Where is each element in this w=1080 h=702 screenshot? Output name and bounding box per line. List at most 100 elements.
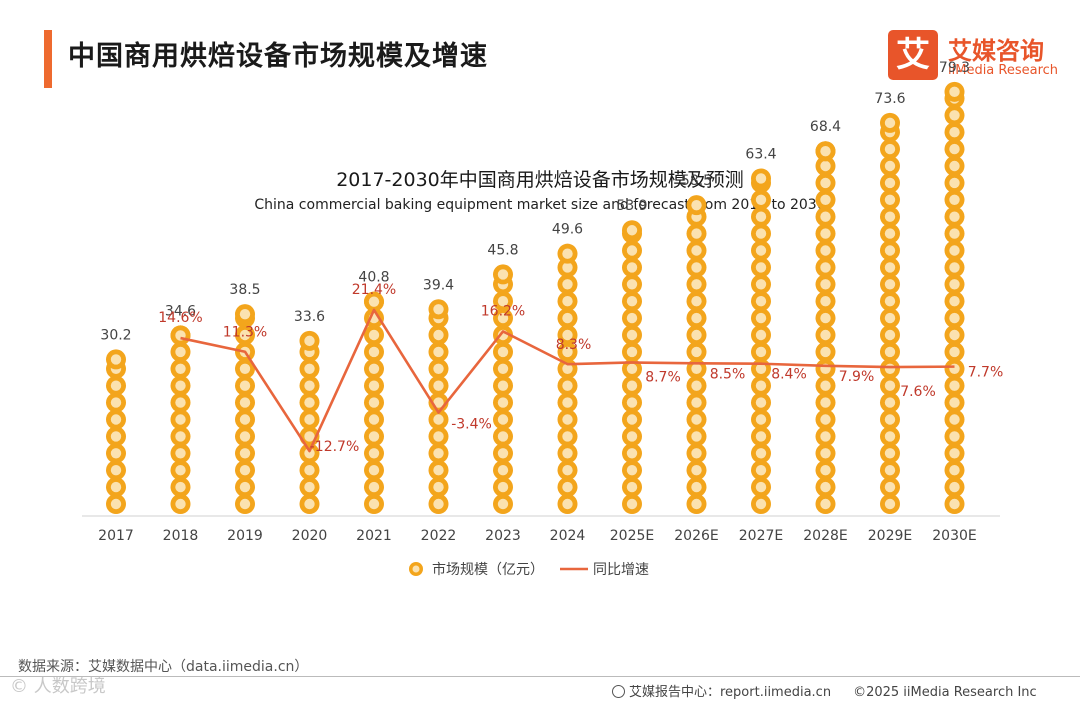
coin-face-icon [497, 397, 509, 408]
coin-face-icon [884, 312, 896, 324]
coin-face-icon [626, 225, 638, 236]
coin-face-icon [949, 448, 960, 459]
bar-2026E [686, 195, 707, 514]
coin-face-icon [884, 329, 896, 341]
coin-face-icon [820, 346, 831, 358]
coin-face-icon [820, 262, 831, 273]
bar-2027E [751, 168, 771, 514]
coin-face-icon [626, 296, 638, 307]
coin-face-icon [820, 397, 831, 408]
coin-face-icon [239, 308, 251, 320]
coin-face-icon [626, 262, 638, 273]
coin-face-icon [239, 448, 251, 459]
x-tick-label: 2028E [803, 528, 847, 544]
coin-face-icon [110, 414, 122, 425]
growth-rate-line [180, 308, 955, 453]
x-tick-label: 2025E [610, 528, 654, 544]
coin-face-icon [884, 143, 896, 155]
bar-2021 [364, 291, 384, 514]
coin-face-icon [433, 498, 444, 510]
bar-2028E [815, 141, 836, 514]
coin-face-icon [110, 397, 122, 408]
coin-face-icon [949, 414, 960, 425]
bar-2018 [170, 325, 191, 514]
coin-face-icon [562, 448, 573, 459]
coin-face-icon [755, 211, 767, 222]
coin-face-icon [949, 465, 960, 476]
coin-face-icon [368, 363, 380, 374]
coin-face-icon [110, 354, 122, 365]
coin-face-icon [820, 431, 831, 442]
coin-face-icon [368, 448, 380, 459]
coin-face-icon [562, 312, 573, 324]
coin-face-icon [755, 173, 767, 184]
coin-face-icon [626, 329, 638, 341]
growth-rate-label: 8.4% [771, 367, 807, 383]
coin-face-icon [949, 346, 960, 358]
coin-face-icon [304, 498, 315, 510]
coin-face-icon [691, 397, 702, 408]
x-tick-label: 2019 [227, 528, 263, 544]
coin-face-icon [884, 414, 896, 425]
bar-2020 [299, 330, 320, 514]
coin-face-icon [497, 312, 509, 324]
coin-face-icon [626, 414, 638, 425]
coin-face-icon [820, 465, 831, 476]
coin-face-icon [884, 194, 896, 205]
coin-face-icon [110, 481, 122, 493]
coin-face-icon [239, 397, 251, 408]
coin-face-icon [175, 380, 186, 391]
coin-face-icon [949, 296, 960, 307]
coin-face-icon [433, 363, 444, 374]
growth-rate-label: -3.4% [451, 417, 492, 433]
coin-face-icon [175, 448, 186, 459]
coin-face-icon [562, 363, 573, 374]
bar-value-label: 45.8 [487, 242, 518, 258]
coin-face-icon [949, 363, 960, 374]
coin-face-icon [820, 245, 831, 256]
coin-face-icon [433, 481, 444, 493]
bar-value-label: 68.4 [810, 119, 841, 135]
coin-face-icon [755, 498, 767, 510]
coin-face-icon [497, 269, 509, 280]
bar-value-label: 39.4 [423, 277, 454, 293]
footer-credits: 艾媒报告中心：report.iimedia.cn ©2025 iiMedia Re… [612, 681, 1037, 700]
coin-face-icon [239, 481, 251, 493]
coin-face-icon [949, 380, 960, 391]
coin-face-icon [949, 329, 960, 341]
x-tick-label: 2024 [550, 528, 586, 544]
logo-mark: 艾 [888, 30, 938, 80]
coin-face-icon [175, 481, 186, 493]
coin-face-icon [755, 481, 767, 493]
coin-face-icon [949, 127, 960, 138]
coin-face-icon [626, 397, 638, 408]
coin-face-icon [626, 481, 638, 493]
coin-face-icon [626, 431, 638, 442]
bar-2029E [880, 112, 900, 514]
coin-face-icon [691, 380, 702, 391]
bar-2024 [557, 243, 578, 514]
coin-face-icon [562, 346, 573, 358]
coin-face-icon [497, 296, 509, 307]
market-size-chart: 30.2 2017 34.6 2018 38.5 2019 33.6 2020 40.8 2021… [82, 60, 1003, 578]
coin-face-icon [884, 228, 896, 239]
x-tick-label: 2030E [932, 528, 976, 544]
coin-face-icon [949, 245, 960, 256]
coin-face-icon [884, 177, 896, 189]
coin-face-icon [497, 448, 509, 459]
coin-face-icon [884, 363, 896, 374]
coin-face-icon [562, 329, 573, 341]
coin-face-icon [368, 296, 380, 307]
coin-face-icon [626, 312, 638, 324]
coin-face-icon [368, 414, 380, 425]
coin-face-icon [368, 498, 380, 510]
coin-face-icon [691, 363, 702, 374]
title-accent-bar [44, 30, 52, 88]
coin-face-icon [626, 279, 638, 290]
growth-rate-label: 8.3% [556, 337, 592, 353]
coin-face-icon [755, 414, 767, 425]
footer-divider [0, 676, 1080, 677]
coin-face-icon [433, 448, 444, 459]
coin-face-icon [820, 146, 831, 157]
coin-face-icon [497, 380, 509, 391]
